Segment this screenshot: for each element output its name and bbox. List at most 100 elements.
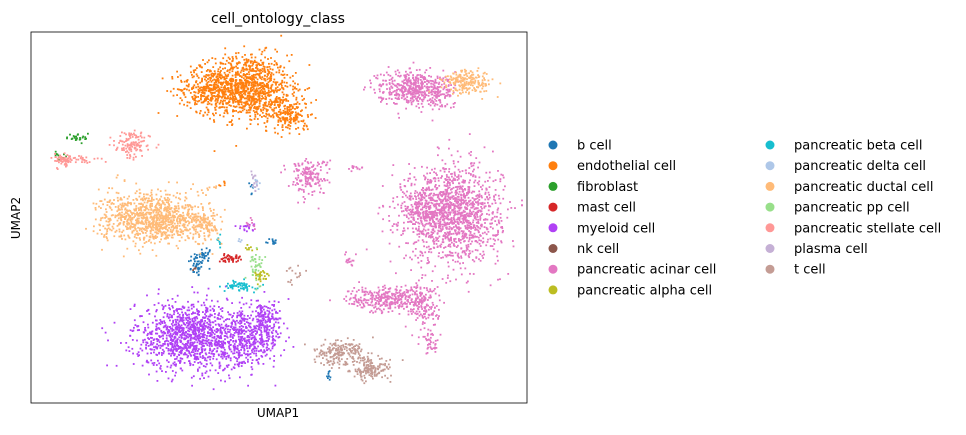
cell-point <box>444 254 447 257</box>
cell-point <box>232 261 234 263</box>
cell-point <box>224 85 226 87</box>
cell-point <box>247 71 250 73</box>
cell-point <box>251 88 254 91</box>
cell-point <box>189 346 191 349</box>
cell-point <box>146 352 149 355</box>
cell-point <box>248 99 251 101</box>
cell-point <box>249 322 252 325</box>
cell-point <box>474 213 476 216</box>
cell-point <box>507 208 509 211</box>
cell-point <box>172 94 175 97</box>
cell-point <box>253 336 255 339</box>
cell-point <box>206 294 208 297</box>
cell-point <box>414 201 417 203</box>
cell-point <box>231 67 234 70</box>
cell-point <box>266 109 269 112</box>
cell-point <box>422 196 425 199</box>
cell-point <box>235 347 237 350</box>
cell-point <box>212 89 215 91</box>
cell-point <box>266 320 268 323</box>
cell-point <box>253 90 256 93</box>
cell-point <box>187 85 190 88</box>
cell-point <box>175 323 177 326</box>
cell-point <box>207 327 209 329</box>
cell-point <box>195 346 198 349</box>
cell-point <box>237 62 240 64</box>
cell-point <box>473 203 476 206</box>
cell-point <box>439 227 442 230</box>
cell-point <box>243 88 245 91</box>
cell-point <box>163 343 166 346</box>
cell-point <box>270 331 273 334</box>
cell-point <box>422 217 425 219</box>
cell-point <box>315 99 317 101</box>
cell-point <box>181 333 183 336</box>
cell-point <box>253 78 255 81</box>
cell-point <box>150 352 152 355</box>
cell-point <box>171 77 174 80</box>
cell-point <box>249 330 251 333</box>
cell-point <box>255 324 258 327</box>
cell-point <box>241 96 244 98</box>
cell-point <box>266 342 268 345</box>
cell-point <box>423 233 425 236</box>
cell-point <box>219 89 222 92</box>
cell-point <box>210 97 212 100</box>
cell-point <box>435 236 437 239</box>
cell-point <box>413 183 416 186</box>
cell-point <box>298 113 301 116</box>
cell-point <box>402 232 404 235</box>
cell-point <box>425 235 427 238</box>
cell-point <box>433 222 436 225</box>
cell-point <box>274 239 277 242</box>
cell-point <box>242 303 245 306</box>
cell-point <box>472 236 475 239</box>
cell-point <box>442 190 445 193</box>
cell-point <box>287 100 290 102</box>
cell-point <box>494 202 497 204</box>
cell-point <box>246 224 249 227</box>
cell-point <box>250 101 253 104</box>
cell-point <box>277 321 280 324</box>
cell-point <box>281 102 284 105</box>
cell-point <box>205 96 207 99</box>
cell-point <box>206 61 209 64</box>
cell-point <box>237 331 240 334</box>
cell-point <box>306 87 309 90</box>
cell-point <box>471 197 474 199</box>
cell-point <box>260 309 262 312</box>
cell-point <box>203 257 205 259</box>
cell-point <box>239 101 242 103</box>
cell-point <box>475 221 478 224</box>
cell-point <box>473 162 476 165</box>
cell-point <box>485 188 488 191</box>
cell-point <box>193 345 196 347</box>
cell-point <box>219 334 222 337</box>
cell-point <box>79 138 82 141</box>
cell-point <box>480 225 483 228</box>
cell-point <box>281 116 284 119</box>
cell-point <box>271 108 273 111</box>
cell-point <box>457 231 460 233</box>
cell-point <box>197 368 199 371</box>
cell-point <box>197 263 199 266</box>
cell-point <box>256 92 259 95</box>
cell-point <box>458 209 461 212</box>
cell-point <box>484 180 487 183</box>
cell-point <box>415 241 418 243</box>
cell-point <box>504 185 506 188</box>
cell-point <box>208 343 211 345</box>
cell-point <box>208 74 210 76</box>
cell-point <box>199 81 201 84</box>
cell-point <box>196 291 199 294</box>
cell-point <box>456 176 458 178</box>
cell-point <box>283 76 286 79</box>
cell-point <box>157 302 160 305</box>
cell-point <box>263 311 266 314</box>
cell-point <box>410 195 413 198</box>
cell-point <box>445 200 448 202</box>
cell-point <box>272 329 275 332</box>
cell-point <box>195 73 198 76</box>
cell-point <box>444 237 447 240</box>
